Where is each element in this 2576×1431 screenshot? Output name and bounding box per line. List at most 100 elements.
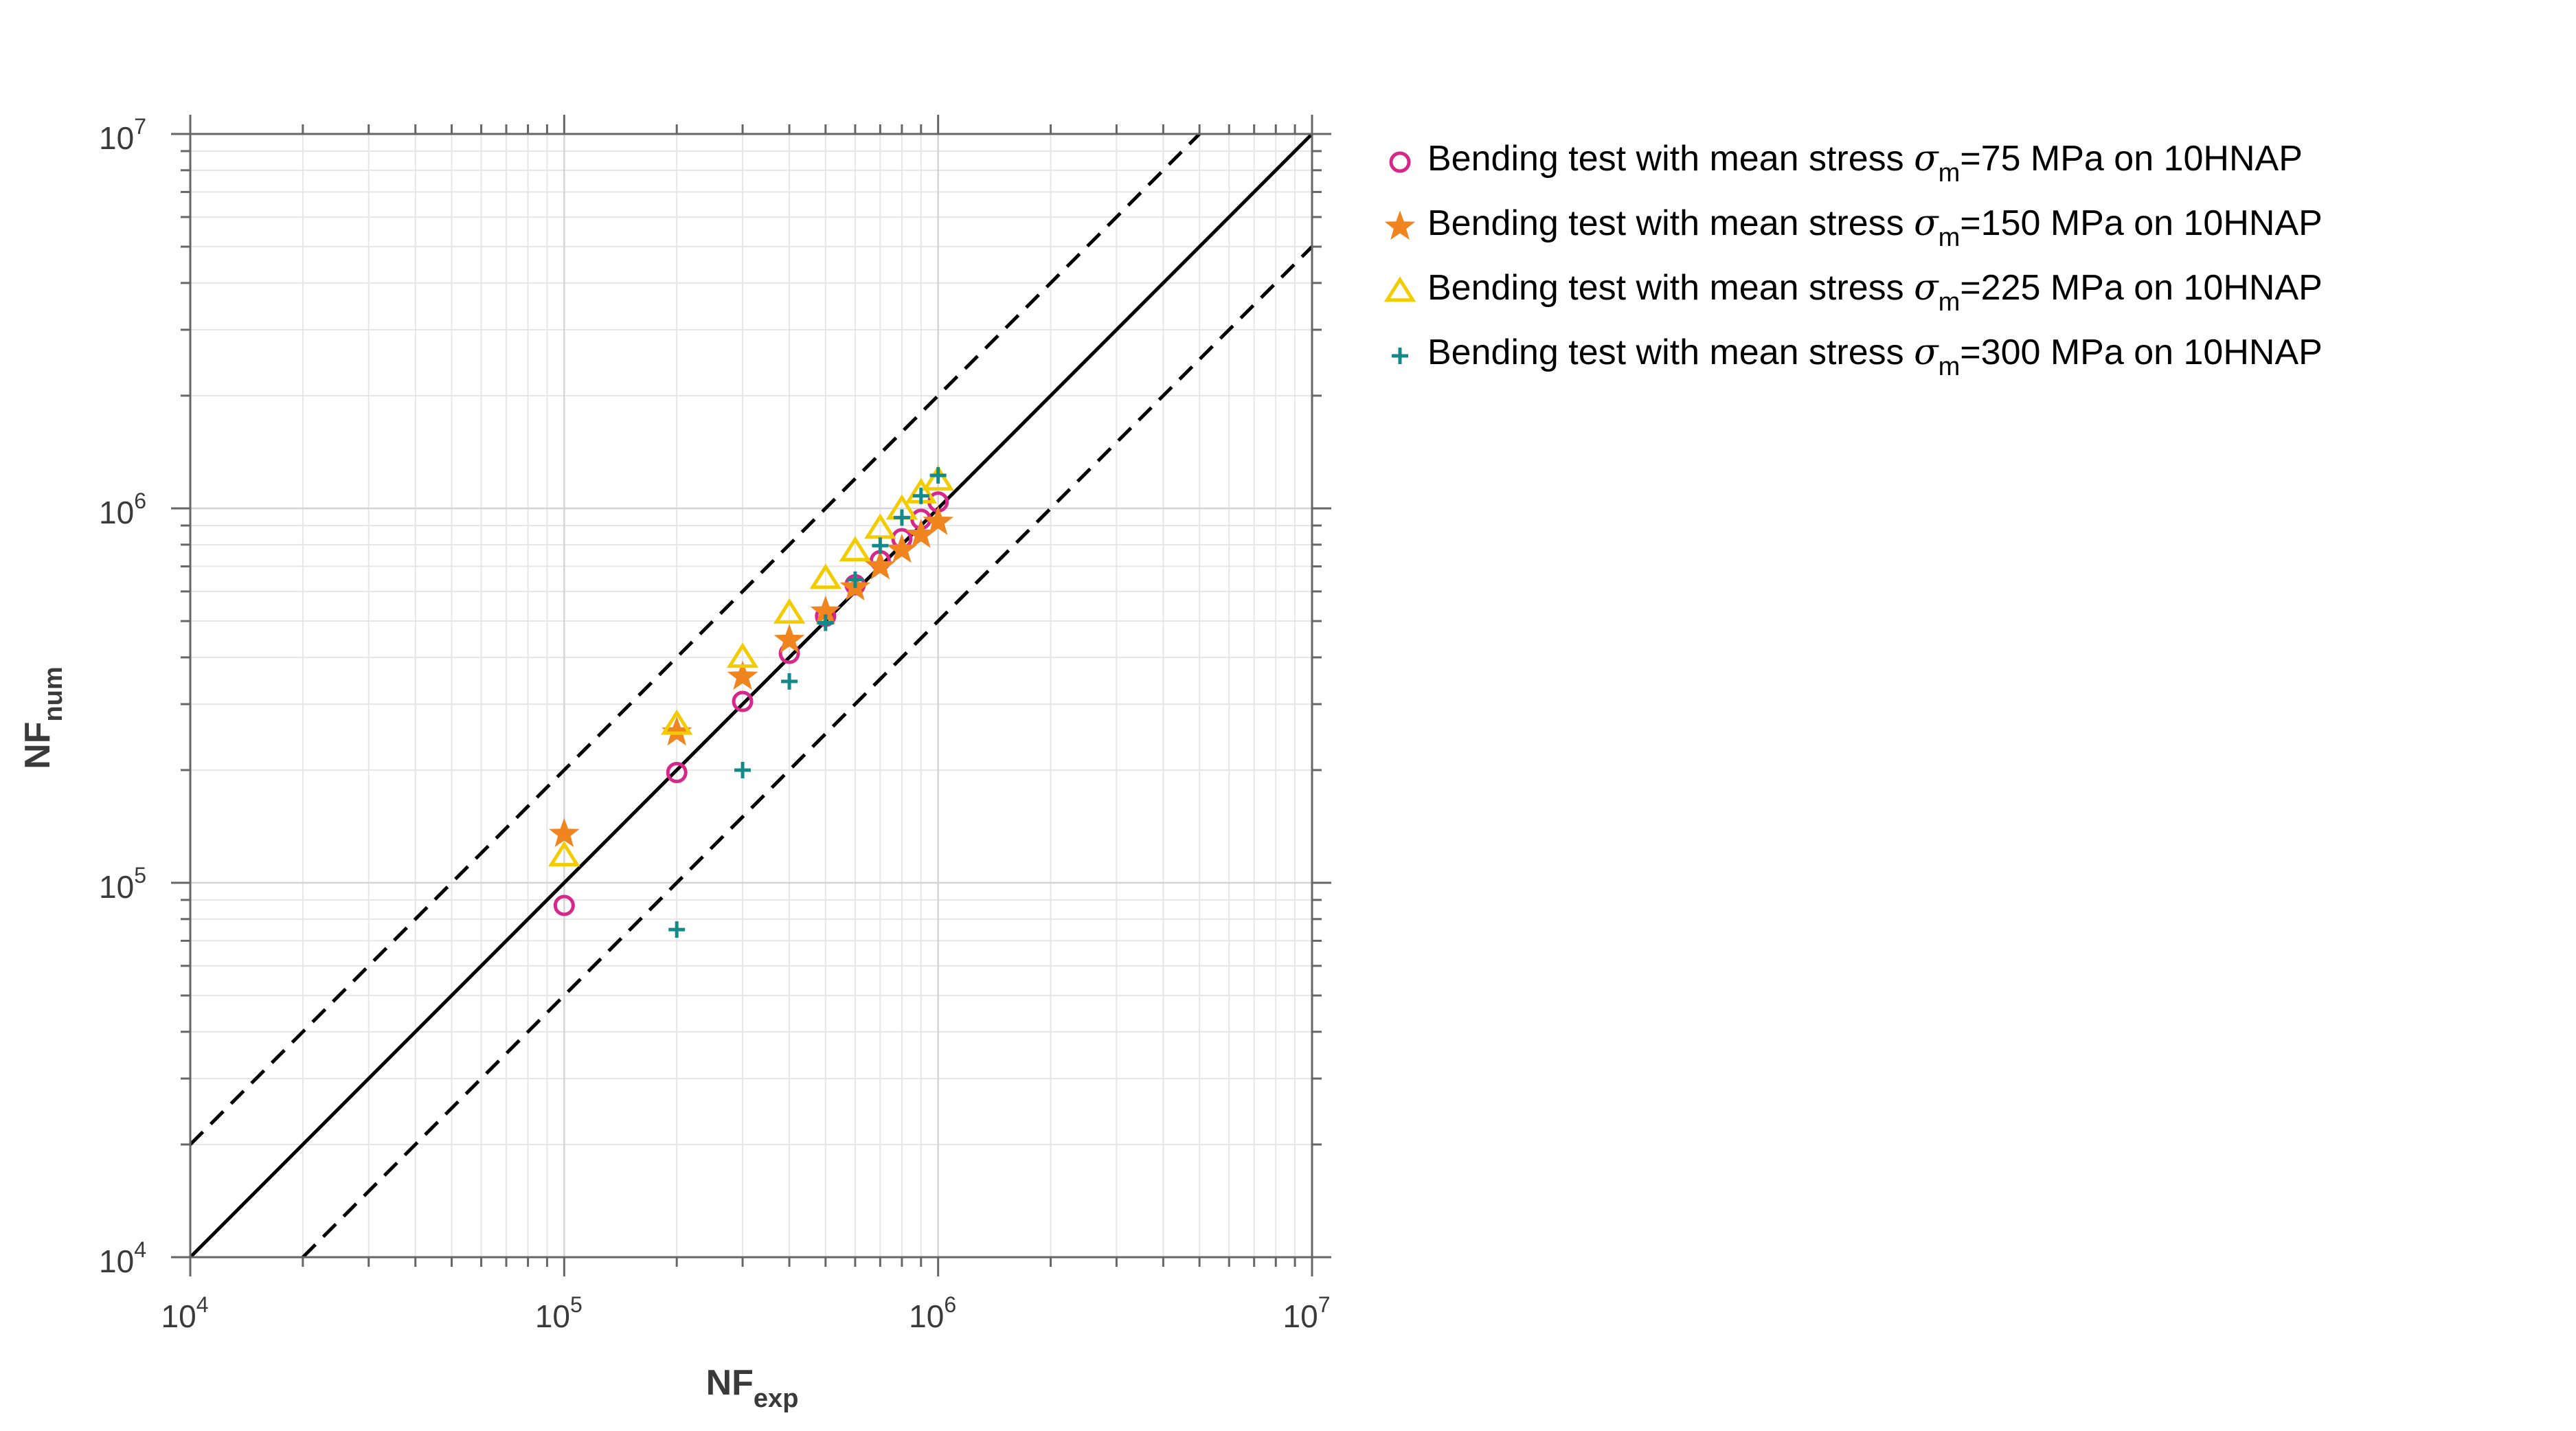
axes-box <box>189 133 1313 1259</box>
legend-entry: Bending test with mean stress σm=150 MPa… <box>1384 203 2323 252</box>
series-star <box>548 506 954 847</box>
legend-marker-star <box>1384 210 1416 240</box>
y-tick-label: 104 <box>99 1237 146 1279</box>
x-axis-title-sub: exp <box>754 1384 798 1413</box>
x-tick-label: 104 <box>161 1292 209 1334</box>
legend-label-sigma-sub: m <box>1939 159 1961 188</box>
data-point-circle <box>732 690 754 712</box>
legend-entry: Bending test with mean stress σm=225 MPa… <box>1383 267 2323 317</box>
x-tick-label-exponent: 4 <box>196 1292 209 1317</box>
data-point-plus <box>912 487 929 504</box>
y-tick-label-exponent: 4 <box>134 1237 146 1262</box>
y-axis-title: NFnum <box>18 666 68 769</box>
data-point-triangle <box>548 841 580 867</box>
data-point-triangle <box>773 598 806 624</box>
legend-label-sigma-sub: m <box>1939 352 1961 381</box>
legend-label: Bending test with mean stress σm=75 MPa … <box>1427 138 2303 188</box>
legend-label: Bending test with mean stress σm=225 MPa… <box>1427 267 2323 317</box>
reference-line-dashed <box>302 245 1313 1259</box>
legend-label-prefix: Bending test with mean stress <box>1427 333 1914 372</box>
data-point-triangle <box>839 536 872 562</box>
y-tick-label-exponent: 6 <box>134 488 146 513</box>
data-point-triangle <box>726 642 759 668</box>
grid <box>189 133 1313 1259</box>
legend-marker-triangle <box>1383 276 1416 302</box>
data-point-plus <box>872 537 889 554</box>
x-tick-label-base: 10 <box>1283 1298 1318 1334</box>
legend-label-prefix: Bending test with mean stress <box>1427 139 1914 179</box>
legend-label: Bending test with mean stress σm=300 MPa… <box>1427 332 2323 381</box>
y-tick-label: 105 <box>99 863 146 905</box>
legend-symbol-circle <box>1389 151 1411 173</box>
data-point-plus <box>668 921 686 938</box>
axes <box>171 115 1331 1276</box>
y-tick-label: 106 <box>99 488 146 530</box>
legend-marker-plus <box>1392 348 1408 364</box>
data-point-triangle <box>864 513 896 539</box>
y-tick-label-base: 10 <box>99 120 134 156</box>
y-tick-label-base: 10 <box>99 495 134 530</box>
legend-label-suffix: =300 MPa on 10HNAP <box>1960 333 2323 372</box>
y-axis-title-main: NF <box>18 721 58 769</box>
y-axis-title-sub: num <box>39 666 68 721</box>
data-point-plus <box>734 761 752 778</box>
legend-entry: Bending test with mean stress σm=300 MPa… <box>1392 332 2323 381</box>
x-tick-label: 107 <box>1283 1292 1331 1334</box>
legend-label-sigma-sub: m <box>1939 288 1961 317</box>
legend-label-prefix: Bending test with mean stress <box>1427 268 1914 308</box>
x-tick-label-exponent: 6 <box>944 1292 956 1317</box>
data-point-triangle <box>809 563 842 589</box>
legend-label-prefix: Bending test with mean stress <box>1427 203 1914 243</box>
y-tick-label: 107 <box>99 114 146 156</box>
legend-label-suffix: =225 MPa on 10HNAP <box>1960 268 2323 308</box>
x-axis-title: NFexp <box>706 1363 799 1413</box>
y-tick-label-base: 10 <box>99 1243 134 1279</box>
data-point-circle <box>666 762 688 784</box>
data-point-star <box>923 506 954 535</box>
x-tick-label-exponent: 5 <box>570 1292 583 1317</box>
legend-label-sigma: σ <box>1914 267 1939 308</box>
x-tick-label-base: 10 <box>909 1298 944 1334</box>
data-point-plus <box>893 509 910 526</box>
data-markers <box>548 465 954 938</box>
legend-label-sigma: σ <box>1914 332 1939 373</box>
legend-label-sigma-sub: m <box>1939 223 1961 252</box>
series-triangle <box>548 465 954 867</box>
data-point-star <box>548 818 580 847</box>
data-point-plus <box>846 571 863 588</box>
legend-symbol-triangle <box>1383 276 1416 302</box>
series-plus <box>668 466 947 938</box>
data-point-star <box>727 660 758 690</box>
x-tick-label-exponent: 7 <box>1318 1292 1331 1317</box>
data-point-star <box>773 624 805 653</box>
data-point-circle <box>553 894 575 916</box>
y-tick-label-exponent: 5 <box>134 863 146 888</box>
x-axis-title-main: NF <box>706 1363 754 1403</box>
data-point-plus <box>817 614 834 631</box>
data-point-plus <box>929 466 947 484</box>
x-tick-label: 105 <box>535 1292 583 1334</box>
legend-symbol-plus <box>1392 348 1408 364</box>
legend-label-suffix: =150 MPa on 10HNAP <box>1960 203 2323 243</box>
legend-label-sigma: σ <box>1914 138 1939 179</box>
x-tick-label: 106 <box>909 1292 956 1334</box>
data-point-triangle <box>922 465 954 491</box>
y-tick-label-base: 10 <box>99 869 134 905</box>
x-tick-label-base: 10 <box>535 1298 570 1334</box>
data-point-star <box>864 550 896 580</box>
legend-symbol-star <box>1384 210 1416 240</box>
legend-label-sigma: σ <box>1914 203 1939 244</box>
legend-label: Bending test with mean stress σm=150 MPa… <box>1427 203 2323 252</box>
legend: Bending test with mean stress σm=75 MPa … <box>1383 138 2323 381</box>
legend-marker-circle <box>1389 151 1411 173</box>
data-point-triangle <box>660 709 693 735</box>
legend-label-suffix: =75 MPa on 10HNAP <box>1960 139 2303 179</box>
data-point-plus <box>781 673 798 690</box>
legend-entry: Bending test with mean stress σm=75 MPa … <box>1389 138 2303 188</box>
reference-line-dashed <box>189 133 1201 1146</box>
x-tick-label-base: 10 <box>161 1298 196 1334</box>
y-tick-label-exponent: 7 <box>134 114 146 139</box>
